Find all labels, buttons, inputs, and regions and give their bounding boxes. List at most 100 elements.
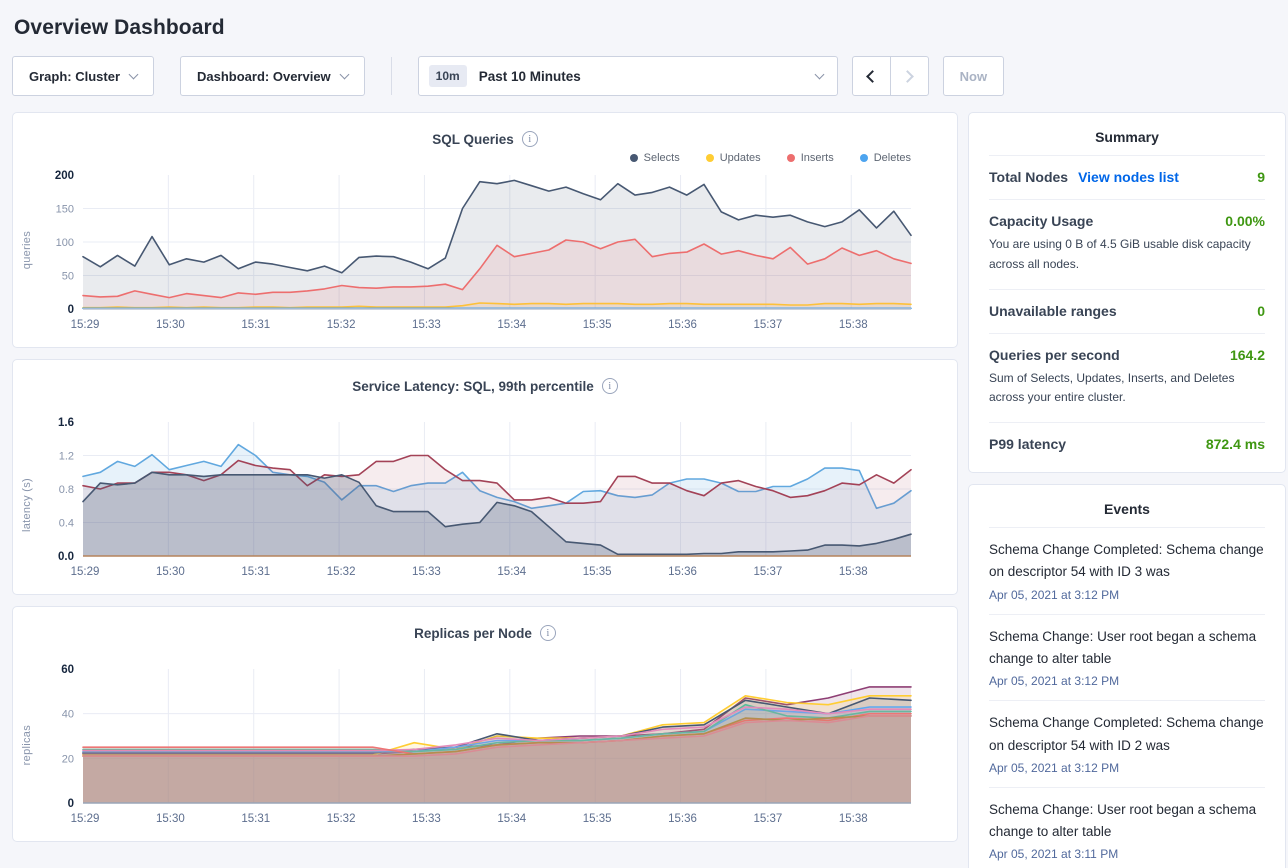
- sql-queries-chart[interactable]: 15:29 15:30 15:31 15:32 15:33 15:34 15:35 15:36…: [13, 167, 957, 343]
- summary-label: Capacity Usage: [989, 213, 1094, 229]
- svg-text:15:30: 15:30: [156, 813, 185, 825]
- svg-text:15:36: 15:36: [668, 319, 697, 331]
- summary-label: P99 latency: [989, 436, 1067, 453]
- legend-label: Inserts: [800, 152, 834, 164]
- main-content: SQL Queries Selects Updates Inserts Deletes…: [12, 112, 1286, 868]
- chart-title: Service Latency: SQL, 99th percentile: [352, 378, 594, 394]
- svg-text:15:29: 15:29: [71, 813, 100, 825]
- y-axis-title: latency (s): [21, 478, 33, 533]
- svg-text:0.8: 0.8: [59, 484, 74, 496]
- legend-item[interactable]: Deletes: [859, 152, 911, 164]
- info-icon[interactable]: [521, 131, 538, 147]
- svg-text:40: 40: [62, 709, 74, 721]
- service-latency-chart-panel: Service Latency: SQL, 99th percentile la…: [12, 359, 958, 595]
- now-button[interactable]: Now: [942, 56, 1005, 96]
- time-prev-button[interactable]: [851, 56, 891, 96]
- event-item[interactable]: Schema Change: User root began a schema …: [989, 786, 1265, 868]
- svg-text:15:30: 15:30: [156, 319, 185, 331]
- svg-text:15:37: 15:37: [753, 566, 782, 578]
- legend-dot-icon: [786, 154, 795, 162]
- legend-label: Updates: [719, 152, 761, 164]
- summary-label: Queries per second: [989, 346, 1120, 363]
- event-item[interactable]: Schema Change Completed: Schema change o…: [989, 527, 1265, 614]
- time-range-label: Past 10 Minutes: [478, 68, 581, 84]
- graph-dropdown-label: Graph: Cluster: [29, 68, 121, 84]
- info-icon[interactable]: [539, 625, 556, 641]
- chevron-down-icon: [814, 69, 825, 79]
- event-text: Schema Change Completed: Schema change o…: [989, 715, 1264, 753]
- toolbar-divider: [390, 57, 392, 95]
- summary-row-total-nodes: Total Nodes View nodes list 9: [989, 155, 1265, 199]
- sql-queries-legend: Selects Updates Inserts Deletes: [13, 149, 957, 167]
- svg-text:15:31: 15:31: [241, 566, 270, 578]
- svg-text:15:36: 15:36: [668, 813, 697, 825]
- replicas-per-node-chart[interactable]: 15:29 15:30 15:31 15:32 15:33 15:34 15:35 15:36…: [13, 661, 957, 837]
- svg-text:15:38: 15:38: [839, 566, 868, 578]
- summary-row-unavailable-ranges: Unavailable ranges 0: [989, 288, 1265, 333]
- svg-text:15:36: 15:36: [668, 566, 697, 578]
- legend-spacer: [13, 643, 957, 661]
- legend-label: Selects: [643, 152, 680, 164]
- event-timestamp: Apr 05, 2021 at 3:12 PM: [989, 760, 1120, 775]
- time-nav-group: [851, 56, 929, 96]
- summary-description: You are using 0 B of 4.5 GiB usable disk…: [989, 237, 1251, 271]
- time-range-badge: 10m: [428, 65, 467, 87]
- page-title: Overview Dashboard: [14, 16, 225, 39]
- dashboard-dropdown-label: Dashboard: Overview: [197, 68, 331, 84]
- svg-text:15:29: 15:29: [71, 319, 100, 331]
- svg-text:100: 100: [56, 237, 74, 249]
- chart-body: latency (s) 15:29 15:30 15:31 15:32 15:33 15:…: [13, 414, 957, 590]
- svg-text:15:31: 15:31: [241, 319, 270, 331]
- legend-item[interactable]: Selects: [629, 152, 680, 164]
- event-text: Schema Change: User root began a schema …: [989, 801, 1257, 840]
- event-text: Schema Change Completed: Schema change o…: [989, 542, 1264, 580]
- legend-dot-icon: [859, 154, 868, 162]
- svg-text:15:37: 15:37: [753, 319, 782, 331]
- event-timestamp: Apr 05, 2021 at 3:12 PM: [989, 674, 1120, 689]
- summary-value: 872.4 ms: [1205, 436, 1265, 453]
- sql-queries-chart-panel: SQL Queries Selects Updates Inserts Deletes…: [12, 112, 958, 348]
- svg-text:1.2: 1.2: [59, 451, 74, 463]
- svg-text:15:34: 15:34: [497, 566, 526, 578]
- svg-text:15:35: 15:35: [583, 813, 612, 825]
- summary-value: 9: [1257, 169, 1265, 185]
- svg-text:15:31: 15:31: [241, 813, 270, 825]
- chevron-down-icon: [339, 69, 350, 79]
- svg-text:150: 150: [56, 204, 74, 216]
- summary-value: 0.00%: [1225, 213, 1265, 229]
- service-latency-chart[interactable]: 15:29 15:30 15:31 15:32 15:33 15:34 15:35 15:36…: [13, 414, 957, 590]
- graph-dropdown[interactable]: Graph: Cluster: [12, 56, 155, 96]
- time-range-picker[interactable]: 10m Past 10 Minutes: [417, 56, 838, 96]
- summary-label: Unavailable ranges: [989, 302, 1117, 319]
- chart-title-row: Replicas per Node: [13, 607, 957, 643]
- legend-item[interactable]: Inserts: [786, 152, 834, 164]
- chevron-left-icon: [866, 69, 880, 83]
- time-next-button[interactable]: [889, 56, 929, 96]
- svg-text:15:35: 15:35: [583, 319, 612, 331]
- chart-title: SQL Queries: [432, 131, 514, 147]
- svg-text:15:33: 15:33: [412, 813, 441, 825]
- event-item[interactable]: Schema Change Completed: Schema change o…: [989, 700, 1265, 787]
- summary-row-p99-latency: P99 latency 872.4 ms: [989, 422, 1265, 466]
- dashboard-dropdown[interactable]: Dashboard: Overview: [180, 56, 365, 96]
- info-icon[interactable]: [601, 378, 618, 394]
- events-title: Events: [1104, 501, 1150, 518]
- svg-text:15:33: 15:33: [412, 566, 441, 578]
- svg-text:15:34: 15:34: [497, 813, 526, 825]
- svg-text:50: 50: [62, 271, 74, 283]
- legend-dot-icon: [629, 154, 638, 162]
- svg-text:0: 0: [68, 798, 74, 810]
- svg-text:60: 60: [61, 664, 74, 676]
- legend-item[interactable]: Updates: [705, 152, 761, 164]
- event-timestamp: Apr 05, 2021 at 3:12 PM: [989, 587, 1120, 602]
- sidebar-column: Summary Total Nodes View nodes list 9 Ca…: [968, 112, 1286, 868]
- event-text: Schema Change: User root began a schema …: [989, 628, 1257, 666]
- view-nodes-list-link[interactable]: View nodes list: [1078, 169, 1179, 185]
- svg-text:15:33: 15:33: [412, 319, 441, 331]
- chart-title: Replicas per Node: [414, 625, 532, 641]
- event-item[interactable]: Schema Change: User root began a schema …: [989, 613, 1265, 701]
- svg-text:1.6: 1.6: [58, 417, 74, 429]
- summary-description: Sum of Selects, Updates, Inserts, and De…: [989, 370, 1235, 405]
- chart-body: replicas 15:29 15:30 15:31 15:32 15:33 15:34 1…: [13, 661, 957, 837]
